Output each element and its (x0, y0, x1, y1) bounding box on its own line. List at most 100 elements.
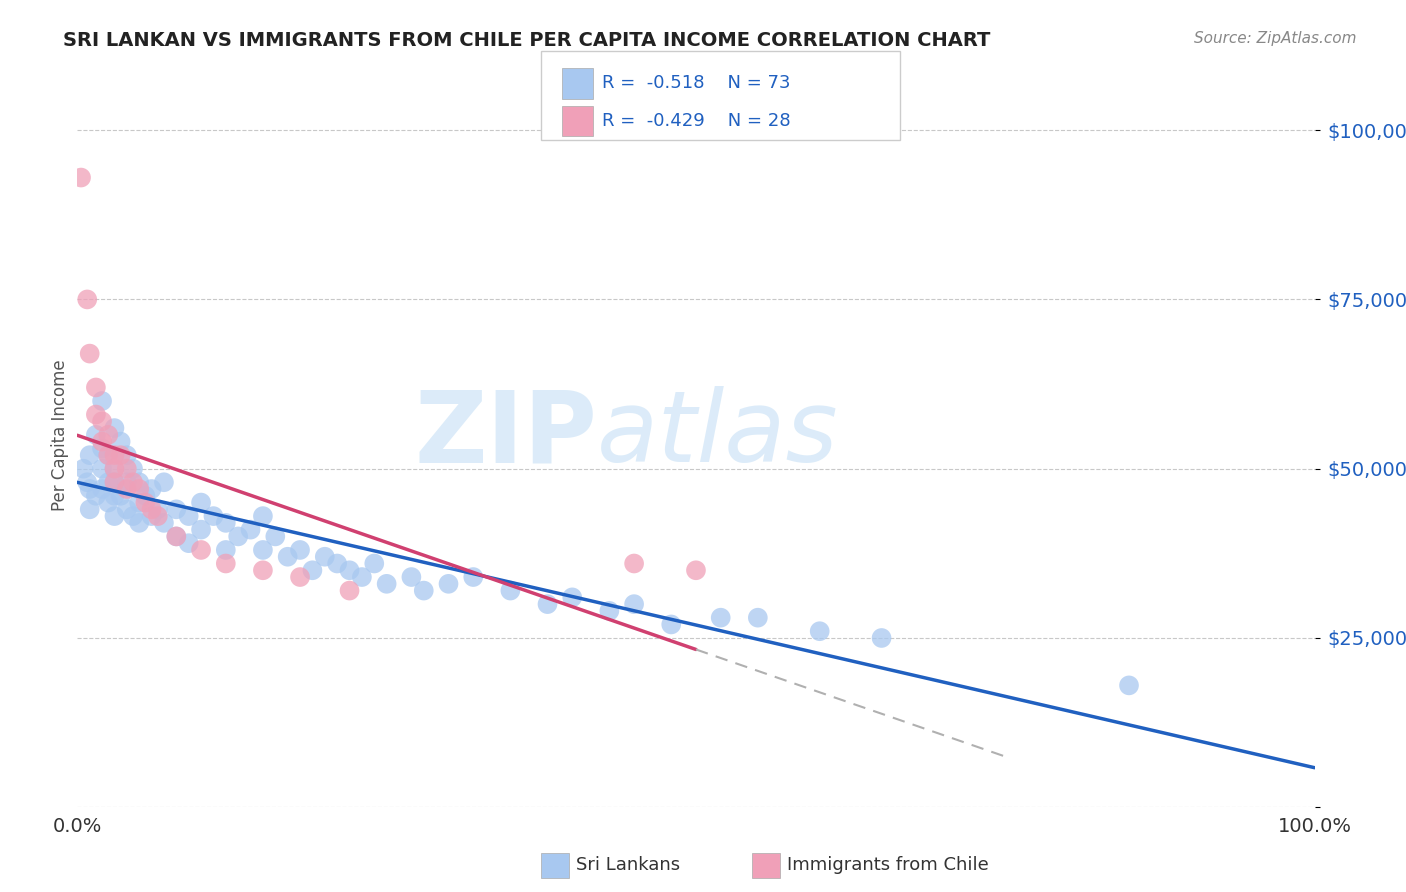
Point (561, 591, 583, 605)
Point (128, 495, 150, 509)
Point (141, 482, 163, 496)
Point (215, 543, 238, 558)
Point (412, 583, 434, 598)
Point (747, 610, 769, 624)
Point (97, 475, 120, 490)
Point (84, 380, 107, 394)
Point (79, 448, 101, 462)
Point (115, 482, 138, 496)
Point (141, 509, 163, 524)
Point (115, 448, 138, 462)
Text: Sri Lankans: Sri Lankans (576, 856, 681, 874)
Point (128, 482, 150, 496)
Point (103, 461, 125, 475)
Point (146, 502, 169, 516)
Point (239, 523, 262, 537)
Point (215, 516, 238, 530)
Point (350, 570, 373, 584)
Point (76, 293, 98, 307)
Point (190, 543, 212, 558)
Point (97, 495, 120, 509)
Point (97, 448, 120, 462)
Text: R =  -0.429    N = 28: R = -0.429 N = 28 (602, 112, 790, 130)
Point (463, 570, 485, 584)
Point (153, 475, 176, 490)
Y-axis label: Per Capita Income: Per Capita Income (51, 359, 69, 510)
Point (103, 421, 125, 435)
Point (277, 549, 299, 564)
Point (72, 461, 94, 475)
Point (264, 529, 287, 543)
Point (1118, 678, 1140, 692)
Point (598, 604, 620, 618)
Point (301, 563, 323, 577)
Point (252, 563, 274, 577)
Point (536, 597, 558, 611)
Point (314, 549, 336, 564)
Point (84, 428, 107, 442)
Point (202, 509, 225, 524)
Point (339, 563, 361, 577)
Point (177, 509, 200, 524)
Point (363, 557, 385, 571)
Point (177, 536, 200, 550)
Point (122, 475, 145, 490)
Point (165, 529, 187, 543)
Point (128, 516, 150, 530)
Point (115, 502, 138, 516)
Point (110, 448, 132, 462)
Text: ZIP: ZIP (415, 386, 598, 483)
Point (288, 543, 311, 558)
Point (103, 475, 125, 490)
Point (97, 448, 120, 462)
Point (97, 428, 120, 442)
Point (91, 394, 114, 409)
Point (122, 509, 145, 524)
Point (659, 617, 682, 632)
Point (122, 461, 145, 475)
Point (91, 434, 114, 449)
Point (190, 523, 212, 537)
Point (103, 489, 125, 503)
Point (165, 502, 187, 516)
Point (141, 502, 163, 516)
Point (437, 577, 460, 591)
Point (226, 529, 249, 543)
Point (499, 583, 522, 598)
Point (79, 482, 101, 496)
Point (76, 475, 98, 490)
Point (103, 509, 125, 524)
Text: Immigrants from Chile: Immigrants from Chile (787, 856, 988, 874)
Point (70, 170, 93, 185)
Text: atlas: atlas (598, 386, 838, 483)
Point (79, 346, 101, 360)
Point (339, 583, 361, 598)
Point (288, 570, 311, 584)
Point (153, 516, 176, 530)
Point (870, 631, 893, 645)
Point (91, 442, 114, 456)
Point (84, 408, 107, 422)
Point (623, 597, 645, 611)
Point (91, 414, 114, 428)
Point (103, 475, 125, 490)
Text: R =  -0.518    N = 73: R = -0.518 N = 73 (602, 74, 790, 93)
Text: Source: ZipAtlas.com: Source: ZipAtlas.com (1194, 31, 1357, 46)
Point (115, 475, 138, 490)
Point (146, 509, 169, 524)
Point (215, 557, 238, 571)
Point (128, 475, 150, 490)
Point (110, 489, 132, 503)
Point (165, 529, 187, 543)
Point (103, 461, 125, 475)
Point (808, 624, 831, 639)
Point (375, 577, 398, 591)
Point (252, 509, 274, 524)
Point (252, 543, 274, 558)
Point (91, 482, 114, 496)
Point (110, 434, 132, 449)
Point (326, 557, 349, 571)
Point (134, 489, 156, 503)
Point (79, 502, 101, 516)
Point (190, 495, 212, 509)
